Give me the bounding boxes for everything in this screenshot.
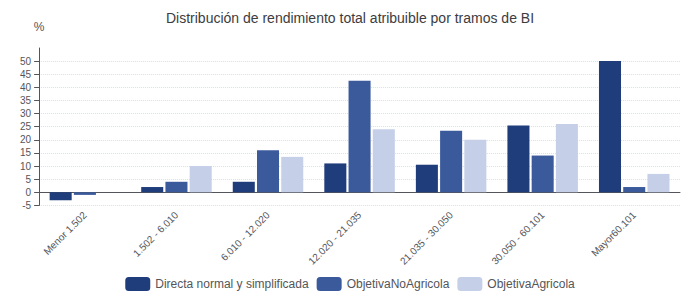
svg-text:5: 5 [26,174,32,185]
svg-text:ObjetivaNoAgricola: ObjetivaNoAgricola [347,277,450,291]
svg-text:30.050 - 60.101: 30.050 - 60.101 [489,209,547,267]
svg-text:50: 50 [20,56,32,67]
svg-text:10: 10 [20,161,32,172]
svg-text:ObjetivaAgricola: ObjetivaAgricola [487,277,575,291]
svg-text:-5: -5 [22,200,31,211]
svg-text:40: 40 [20,82,32,93]
svg-text:35: 35 [20,95,32,106]
svg-text:Menor 1.502: Menor 1.502 [41,209,89,257]
svg-text:1.502 - 6.010: 1.502 - 6.010 [131,209,181,259]
svg-text:Distribución de rendimiento to: Distribución de rendimiento total atribu… [166,10,534,26]
svg-text:15: 15 [20,147,32,158]
svg-text:25: 25 [20,121,32,132]
svg-text:Mayor60.101: Mayor60.101 [589,209,638,258]
svg-text:21.035 - 30.050: 21.035 - 30.050 [398,209,456,267]
svg-text:Directa normal y simplificada: Directa normal y simplificada [155,277,309,291]
svg-text:6.010 - 12.020: 6.010 - 12.020 [219,209,273,263]
svg-text:20: 20 [20,134,32,145]
svg-text:12.020 - 21.035: 12.020 - 21.035 [306,209,364,267]
svg-text:%: % [34,20,45,34]
svg-text:45: 45 [20,69,32,80]
svg-text:0: 0 [26,187,32,198]
svg-text:30: 30 [20,108,32,119]
